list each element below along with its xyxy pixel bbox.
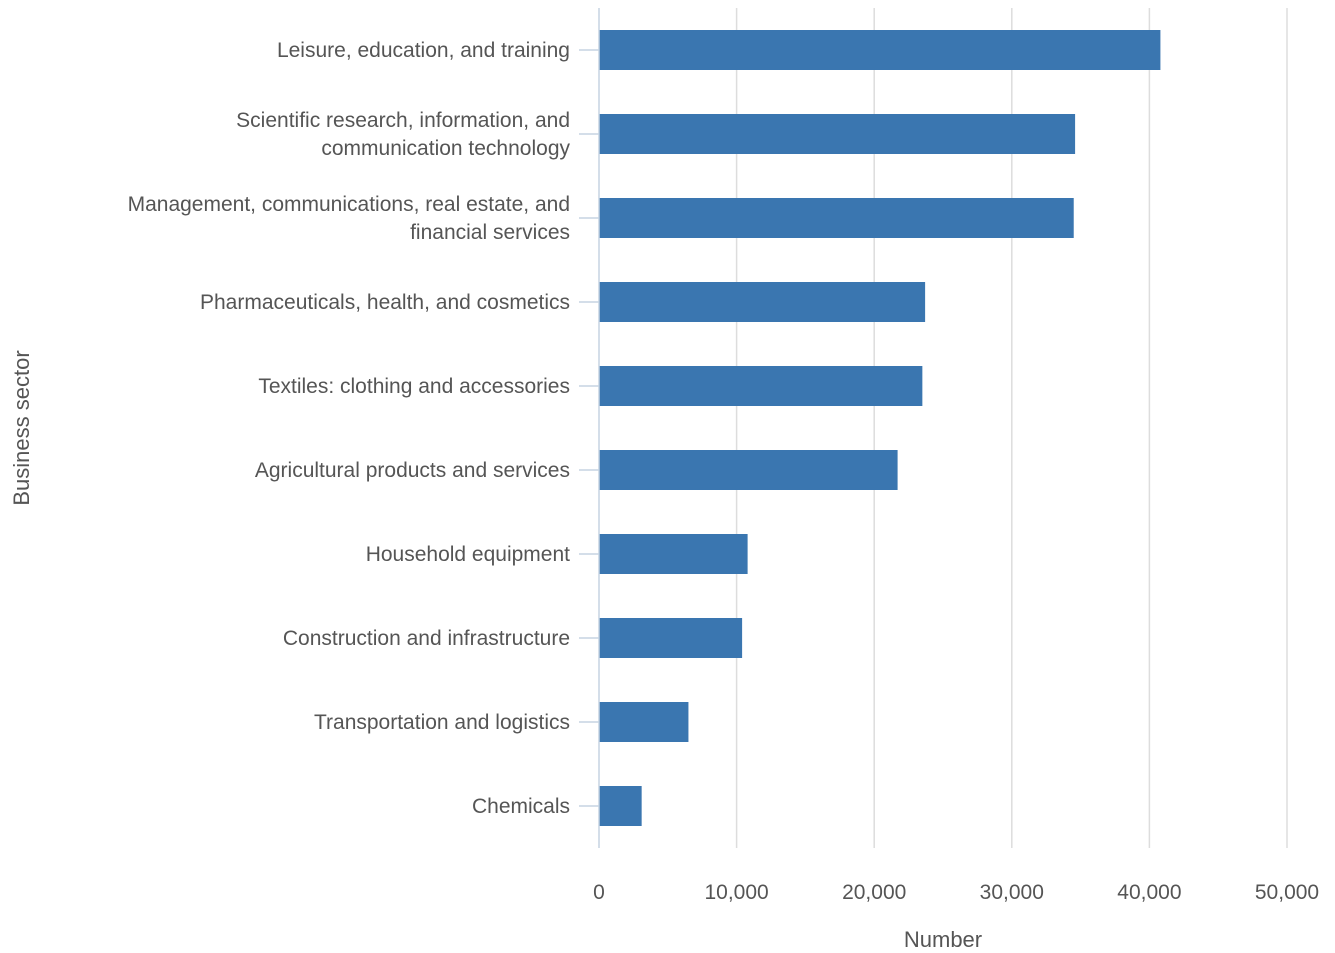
bar: [599, 114, 1076, 154]
category-label: Household equipment: [366, 543, 570, 566]
x-tick-label: 50,000: [1255, 881, 1319, 904]
bar: [599, 534, 748, 574]
bar: [599, 198, 1074, 238]
category-label: Textiles: clothing and accessories: [258, 375, 570, 398]
category-label: Leisure, education, and training: [277, 39, 570, 62]
x-tick-label: 30,000: [980, 881, 1044, 904]
bar: [599, 366, 923, 406]
y-axis-title: Business sector: [9, 350, 34, 505]
category-label: Pharmaceuticals, health, and cosmetics: [200, 291, 570, 314]
bar: [599, 282, 926, 322]
category-labels: Leisure, education, and training Scientif…: [128, 39, 571, 818]
bars: [599, 30, 1161, 826]
y-axis: [579, 8, 600, 848]
category-label: Scientific research, information, and com…: [236, 109, 570, 160]
bar: [599, 786, 642, 826]
x-tick-label: 20,000: [842, 881, 906, 904]
bar: [599, 30, 1161, 70]
category-label: Chemicals: [472, 795, 570, 818]
x-tick-label: 0: [593, 881, 605, 904]
bar: [599, 618, 743, 658]
x-tick-label: 40,000: [1117, 881, 1181, 904]
category-label: Construction and infrastructure: [283, 627, 570, 650]
bar: [599, 702, 689, 742]
bar: [599, 450, 898, 490]
category-label: Transportation and logistics: [314, 711, 570, 734]
x-tick-label: 10,000: [704, 881, 768, 904]
category-label: Management, communications, real estate,…: [128, 193, 570, 244]
category-label: Agricultural products and services: [255, 459, 570, 482]
x-tick-labels: 0 10,000 20,000 30,000 40,000 50,000: [593, 881, 1319, 904]
x-axis-title: Number: [904, 927, 982, 952]
